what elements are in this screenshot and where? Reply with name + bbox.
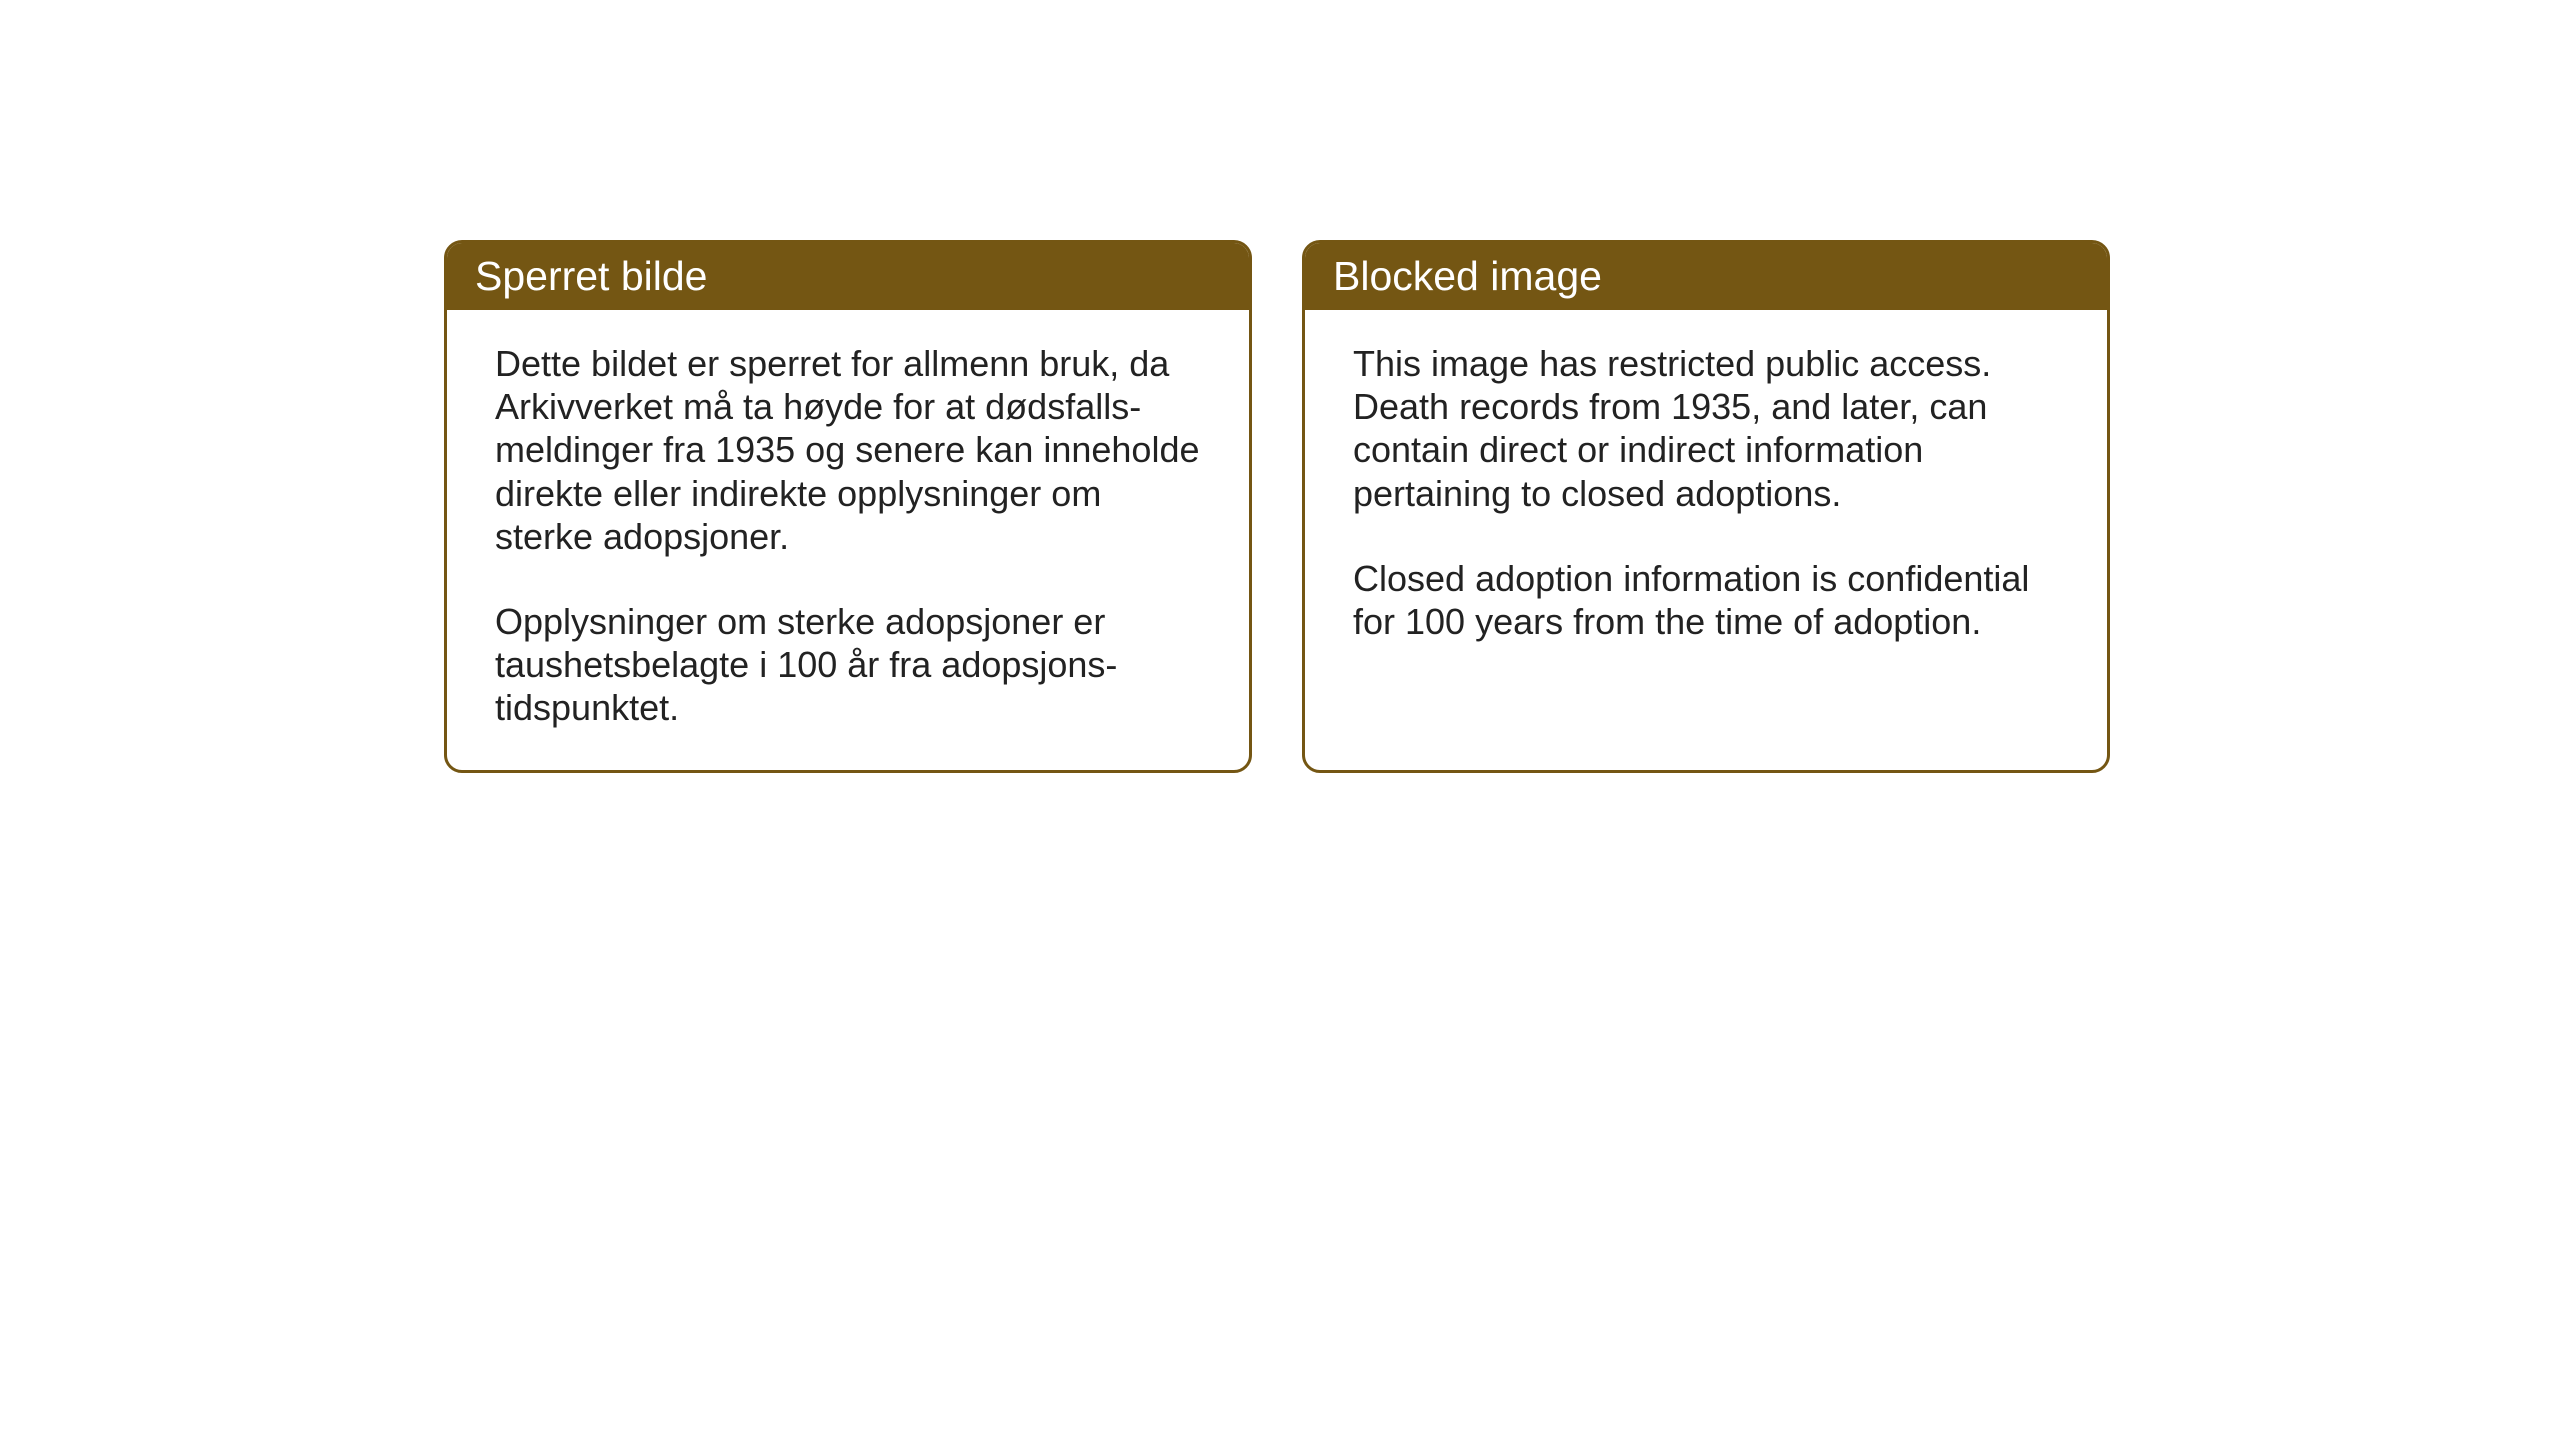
english-card-body: This image has restricted public access.… xyxy=(1305,310,2107,750)
english-card: Blocked image This image has restricted … xyxy=(1302,240,2110,773)
english-card-title: Blocked image xyxy=(1305,243,2107,310)
norwegian-paragraph-1: Dette bildet er sperret for allmenn bruk… xyxy=(495,342,1201,558)
norwegian-paragraph-2: Opplysninger om sterke adopsjoner er tau… xyxy=(495,600,1201,730)
english-paragraph-2: Closed adoption information is confident… xyxy=(1353,557,2059,643)
norwegian-card-title: Sperret bilde xyxy=(447,243,1249,310)
cards-container: Sperret bilde Dette bildet er sperret fo… xyxy=(444,240,2110,773)
norwegian-card-body: Dette bildet er sperret for allmenn bruk… xyxy=(447,310,1249,770)
norwegian-card: Sperret bilde Dette bildet er sperret fo… xyxy=(444,240,1252,773)
english-paragraph-1: This image has restricted public access.… xyxy=(1353,342,2059,515)
